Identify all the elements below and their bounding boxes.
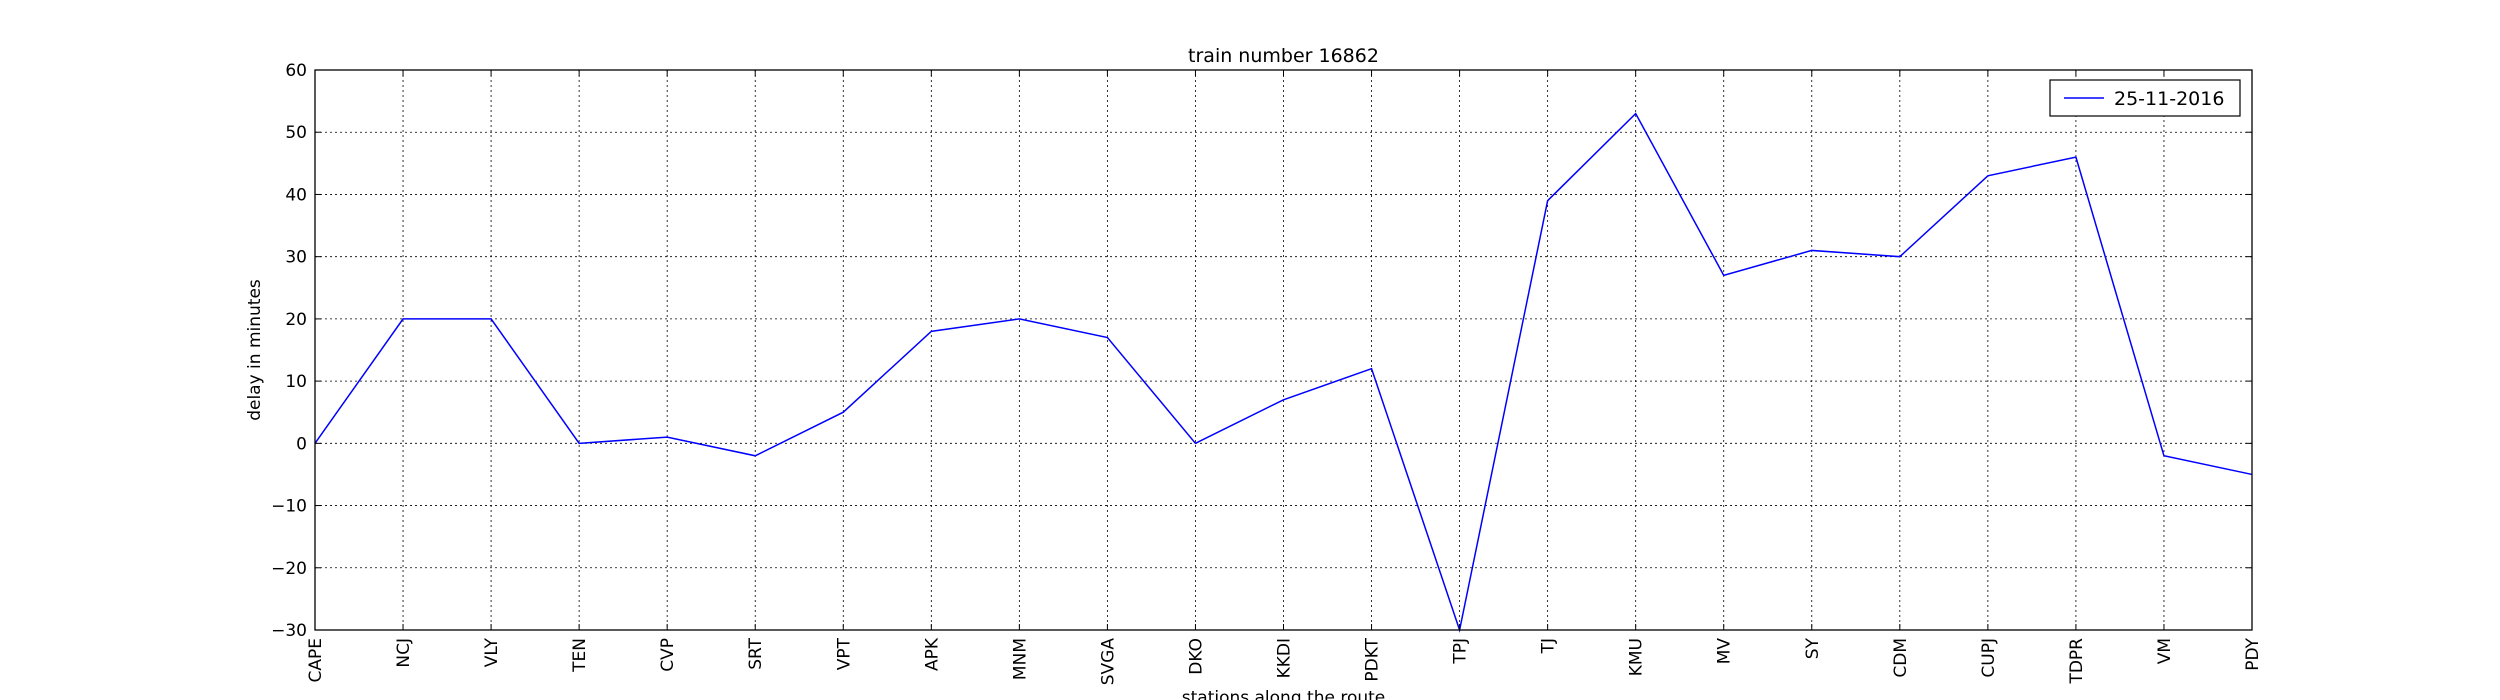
x-tick-label: KMU	[1627, 638, 1647, 676]
x-tick-label: VLY	[482, 637, 502, 667]
x-tick-label: KKDI	[1275, 638, 1295, 678]
y-ticks: −30 −20 −10 0 10 20 30 40 50 60	[271, 61, 2252, 641]
x-tick-label: CDM	[1891, 638, 1911, 678]
x-tick-label: APK	[922, 637, 942, 671]
x-tick-label: TPJ	[1451, 638, 1471, 665]
grid	[315, 70, 2252, 630]
x-tick-label: DKO	[1186, 638, 1206, 675]
x-tick-label: VM	[2155, 638, 2175, 664]
y-tick-label: 50	[285, 123, 307, 143]
y-tick-label: −30	[271, 621, 307, 641]
series-line	[314, 112, 2253, 633]
y-tick-label: 40	[285, 185, 307, 205]
x-tick-label: MNM	[1010, 638, 1030, 680]
x-axis-label: stations along the route	[1182, 688, 1386, 700]
x-tick-label: VPT	[834, 637, 854, 670]
x-tick-label: SRT	[746, 637, 766, 669]
x-tick-label: TDPR	[2067, 638, 2087, 685]
x-tick-label: NCJ	[394, 638, 414, 668]
x-tick-label: PDKT	[1363, 637, 1383, 681]
y-tick-label: 10	[285, 372, 307, 392]
legend-label: 25-11-2016	[2114, 88, 2224, 110]
x-tick-label: MV	[1715, 638, 1735, 665]
y-axis-label: delay in minutes	[245, 279, 265, 421]
chart-title: train number 16862	[1188, 45, 1379, 67]
x-ticks: CAPE NCJ VLY TEN CVP SRT VPT APK MNM SVGA DKO KKDI P…	[306, 70, 2263, 685]
series-layer	[314, 112, 2253, 633]
legend: 25-11-2016	[2049, 79, 2241, 117]
x-tick-label: TEN	[570, 638, 590, 673]
y-tick-label: −20	[271, 559, 307, 579]
y-tick-label: 30	[285, 248, 307, 268]
x-tick-label: CUPJ	[1979, 638, 1999, 678]
x-tick-label: TJ	[1539, 638, 1559, 654]
y-tick-label: 0	[296, 434, 307, 454]
x-tick-label: CAPE	[306, 638, 326, 683]
y-tick-label: −10	[271, 497, 307, 517]
y-tick-label: 60	[285, 61, 307, 81]
x-tick-label: SY	[1803, 637, 1823, 659]
x-tick-label: PDY	[2243, 637, 2263, 670]
x-tick-label: SVGA	[1098, 638, 1118, 686]
y-tick-label: 20	[285, 310, 307, 330]
x-tick-label: CVP	[658, 638, 678, 672]
